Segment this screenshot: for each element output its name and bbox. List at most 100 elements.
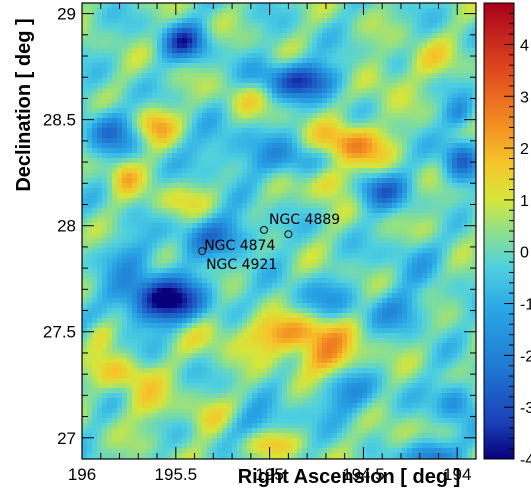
heatmap-cell — [347, 28, 353, 34]
heatmap-cell — [342, 203, 348, 209]
heatmap-cell — [142, 258, 148, 264]
heatmap-cell — [417, 288, 423, 294]
heatmap-cell — [127, 193, 133, 199]
heatmap-cell — [242, 38, 248, 44]
heatmap-cell — [432, 188, 438, 194]
heatmap-cell — [137, 13, 143, 19]
heatmap-cell — [267, 113, 273, 119]
heatmap-cell — [432, 198, 438, 204]
heatmap-cell — [247, 168, 253, 174]
heatmap-cell — [187, 173, 193, 179]
heatmap-cell — [427, 238, 433, 244]
heatmap-cell — [272, 193, 278, 199]
heatmap-cell — [242, 43, 248, 49]
heatmap-cell — [277, 83, 283, 89]
heatmap-cell — [112, 278, 118, 284]
heatmap-cell — [177, 123, 183, 129]
heatmap-cell — [217, 83, 223, 89]
heatmap-cell — [317, 103, 323, 109]
heatmap-cell — [227, 113, 233, 119]
heatmap-cell — [357, 248, 363, 254]
heatmap-cell — [157, 258, 163, 264]
heatmap-cell — [217, 193, 223, 199]
heatmap-cell — [187, 18, 193, 24]
heatmap-cell — [232, 108, 238, 114]
heatmap-cell — [417, 238, 423, 244]
heatmap-cell — [227, 58, 233, 64]
heatmap-cell — [307, 18, 313, 24]
heatmap-cell — [267, 53, 273, 59]
heatmap-cell — [102, 38, 108, 44]
heatmap-cell — [312, 128, 318, 134]
heatmap-cell — [252, 188, 258, 194]
heatmap-cell — [232, 153, 238, 159]
heatmap-cell — [302, 88, 308, 94]
heatmap-cell — [237, 253, 243, 259]
heatmap-cell — [402, 128, 408, 134]
heatmap-cell — [247, 173, 253, 179]
heatmap-cell — [227, 93, 233, 99]
heatmap-cell — [387, 33, 393, 39]
heatmap-cell — [172, 93, 178, 99]
heatmap-cell — [132, 163, 138, 169]
heatmap-cell — [357, 83, 363, 89]
heatmap-cell — [272, 243, 278, 249]
heatmap-cell — [197, 278, 203, 284]
heatmap-cell — [272, 33, 278, 39]
heatmap-cell — [257, 173, 263, 179]
heatmap-cell — [412, 248, 418, 254]
heatmap-cell — [432, 278, 438, 284]
heatmap-cell — [202, 243, 208, 249]
heatmap-cell — [242, 198, 248, 204]
heatmap-cell — [407, 248, 413, 254]
heatmap-cell — [447, 273, 453, 279]
heatmap-cell — [347, 248, 353, 254]
heatmap-cell — [222, 263, 228, 269]
heatmap-cell — [102, 13, 108, 19]
heatmap-cell — [437, 33, 443, 39]
heatmap-cell — [122, 243, 128, 249]
heatmap-cell — [337, 253, 343, 259]
heatmap-cell — [462, 83, 468, 89]
heatmap-cell — [252, 223, 258, 229]
heatmap-cell — [182, 123, 188, 129]
heatmap-cell — [282, 153, 288, 159]
heatmap-cell — [237, 298, 243, 304]
heatmap-cell — [117, 78, 123, 84]
heatmap-cell — [187, 228, 193, 234]
heatmap-cell — [282, 183, 288, 189]
heatmap-cell — [232, 208, 238, 214]
heatmap-cell — [357, 8, 363, 14]
heatmap-cell — [217, 38, 223, 44]
heatmap-cell — [92, 233, 98, 239]
heatmap-cell — [467, 233, 473, 239]
heatmap-cell — [352, 193, 358, 199]
heatmap-cell — [222, 258, 228, 264]
heatmap-cell — [432, 148, 438, 154]
heatmap-cell — [442, 278, 448, 284]
heatmap-cell — [362, 18, 368, 24]
heatmap-cell — [82, 28, 88, 34]
heatmap-cell — [242, 168, 248, 174]
heatmap-cell — [447, 73, 453, 79]
heatmap-cell — [192, 268, 198, 274]
heatmap-cell — [407, 88, 413, 94]
heatmap-cell — [197, 223, 203, 229]
heatmap-cell — [452, 8, 458, 14]
heatmap-cell — [432, 293, 438, 299]
heatmap-cell — [172, 48, 178, 54]
heatmap-cell — [187, 83, 193, 89]
heatmap-cell — [417, 183, 423, 189]
heatmap-cell — [107, 218, 113, 224]
heatmap-cell — [82, 253, 88, 259]
heatmap-cell — [417, 43, 423, 49]
heatmap-cell — [307, 138, 313, 144]
heatmap-cell — [247, 293, 253, 299]
heatmap-cell — [177, 113, 183, 119]
heatmap-cell — [287, 28, 293, 34]
heatmap-cell — [427, 308, 433, 314]
heatmap-cell — [272, 68, 278, 74]
heatmap-cell — [237, 38, 243, 44]
heatmap-cell — [372, 8, 378, 14]
heatmap-cell — [342, 178, 348, 184]
